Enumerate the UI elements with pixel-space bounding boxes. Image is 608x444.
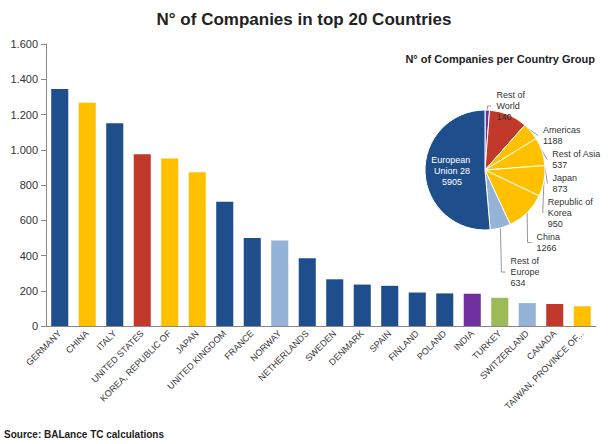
svg-text:Rest of Asia: Rest of Asia xyxy=(552,149,600,159)
svg-text:NORWAY: NORWAY xyxy=(248,328,284,364)
svg-text:950: 950 xyxy=(548,219,563,229)
svg-text:China: China xyxy=(537,232,561,242)
svg-text:0: 0 xyxy=(32,320,38,332)
svg-text:Europe: Europe xyxy=(510,267,539,277)
svg-text:N° of Companies per Country Gr: N° of Companies per Country Group xyxy=(405,53,595,65)
svg-text:Union 28: Union 28 xyxy=(434,166,470,176)
svg-text:Japan: Japan xyxy=(552,173,577,183)
svg-text:UNITED STATES: UNITED STATES xyxy=(89,328,146,385)
svg-text:KOREA, REPUBLIC OF: KOREA, REPUBLIC OF xyxy=(98,328,174,404)
svg-text:Americas: Americas xyxy=(543,125,581,135)
svg-text:SWITZERLAND: SWITZERLAND xyxy=(478,328,531,381)
svg-text:World: World xyxy=(496,101,519,111)
svg-text:SWEDEN: SWEDEN xyxy=(303,328,339,364)
svg-text:634: 634 xyxy=(510,278,525,288)
svg-text:TAIWAN, PROVINCE OF...: TAIWAN, PROVINCE OF... xyxy=(503,328,586,411)
svg-text:N° of Companies in top 20 Coun: N° of Companies in top 20 Countries xyxy=(157,10,452,29)
svg-text:Republic of: Republic of xyxy=(548,197,596,207)
svg-text:Korea: Korea xyxy=(548,208,572,218)
svg-text:5905: 5905 xyxy=(442,177,462,187)
svg-text:European: European xyxy=(431,155,473,165)
svg-text:Rest of: Rest of xyxy=(496,90,527,100)
svg-text:SPAIN: SPAIN xyxy=(368,328,394,354)
svg-text:1.000: 1.000 xyxy=(10,144,38,156)
svg-text:873: 873 xyxy=(552,184,567,194)
svg-text:1.200: 1.200 xyxy=(10,109,38,121)
svg-text:FRANCE: FRANCE xyxy=(222,328,256,362)
svg-text:1266: 1266 xyxy=(537,243,557,253)
svg-text:JAPAN: JAPAN xyxy=(174,328,201,355)
svg-text:DENMARK: DENMARK xyxy=(327,328,366,367)
svg-text:NETHERLANDS: NETHERLANDS xyxy=(256,328,311,383)
svg-text:CHINA: CHINA xyxy=(64,328,91,355)
svg-text:FINLAND: FINLAND xyxy=(387,328,422,363)
svg-text:ITALY: ITALY xyxy=(94,328,118,352)
svg-text:200: 200 xyxy=(20,285,38,297)
svg-text:INDIA: INDIA xyxy=(452,328,476,352)
svg-text:POLAND: POLAND xyxy=(415,328,449,362)
svg-text:800: 800 xyxy=(20,179,38,191)
svg-text:Rest of: Rest of xyxy=(510,256,541,266)
svg-text:TURKEY: TURKEY xyxy=(470,328,504,362)
svg-text:140: 140 xyxy=(496,112,511,122)
svg-text:537: 537 xyxy=(552,160,567,170)
svg-text:600: 600 xyxy=(20,214,38,226)
svg-text:1.600: 1.600 xyxy=(10,38,38,50)
svg-text:GERMANY: GERMANY xyxy=(24,328,63,367)
svg-text:1188: 1188 xyxy=(543,136,562,146)
svg-text:UNITED KINGDOM: UNITED KINGDOM xyxy=(165,328,228,391)
svg-text:400: 400 xyxy=(20,250,38,262)
svg-text:CANADA: CANADA xyxy=(524,328,559,362)
svg-text:Source: BALance TC calculation: Source: BALance TC calculations xyxy=(4,429,164,440)
svg-text:1.400: 1.400 xyxy=(10,73,38,85)
